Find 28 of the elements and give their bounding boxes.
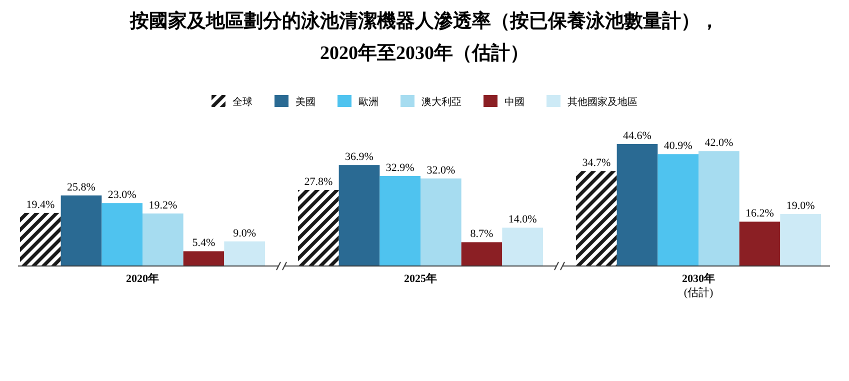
data-label: 5.4% xyxy=(192,237,216,250)
data-label: 42.0% xyxy=(704,137,734,150)
data-label: 19.0% xyxy=(786,200,815,212)
data-label: 19.4% xyxy=(26,198,55,211)
data-label: 9.0% xyxy=(233,227,256,240)
data-label: 40.9% xyxy=(664,140,692,152)
data-label: 19.2% xyxy=(148,199,178,212)
legend-label: 全球 xyxy=(232,96,252,108)
data-label: 34.7% xyxy=(582,157,611,170)
data-label: 32.9% xyxy=(386,162,414,174)
legend-label: 美國 xyxy=(296,96,316,108)
legend-label: 中國 xyxy=(504,96,524,108)
data-label: 36.9% xyxy=(345,151,374,164)
data-label: 44.6% xyxy=(623,130,652,142)
data-label: 32.0% xyxy=(426,164,456,176)
chart-title: 按國家及地區劃分的泳池清潔機器人滲透率（按已保養泳池數量計）， 2020年至2030年（估計） xyxy=(129,10,719,64)
x-tick-label: 2020年 xyxy=(126,272,159,285)
x-tick-label: 2025年 xyxy=(404,272,437,285)
data-label: 8.7% xyxy=(470,228,494,240)
data-label: 27.8% xyxy=(304,176,333,188)
data-label: 14.0% xyxy=(508,214,537,226)
legend-label: 其他國家及地區 xyxy=(568,96,638,108)
legend-label: 澳大利亞 xyxy=(422,96,462,108)
data-label: 25.8% xyxy=(67,181,96,194)
x-tick-label: 2030年 (估計) xyxy=(682,272,715,299)
data-label: 16.2% xyxy=(746,208,774,220)
legend-label: 歐洲 xyxy=(358,96,378,108)
data-label: 23.0% xyxy=(108,189,136,202)
